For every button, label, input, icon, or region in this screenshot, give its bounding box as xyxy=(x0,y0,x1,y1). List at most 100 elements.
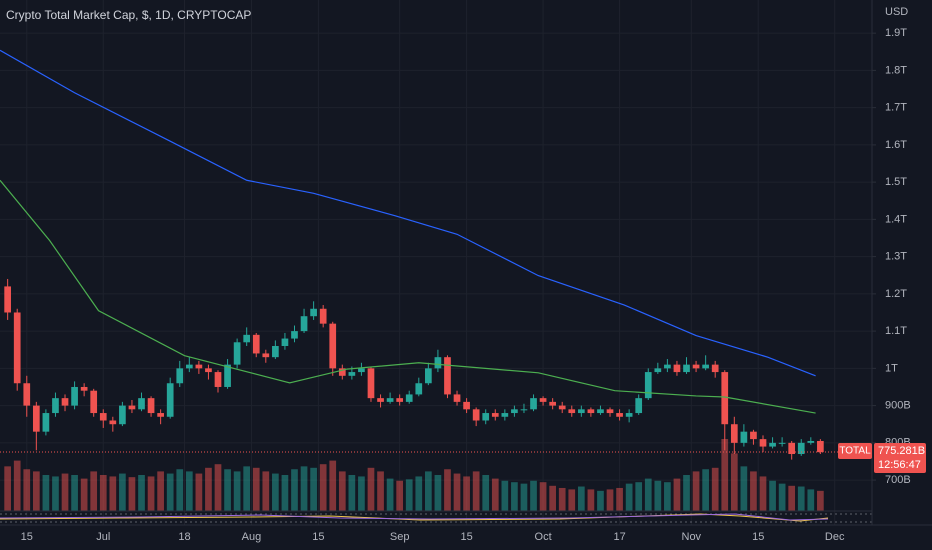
candle-body xyxy=(769,442,776,447)
candle-body xyxy=(530,398,537,410)
volume-bar xyxy=(683,475,690,511)
volume-bar xyxy=(769,480,776,511)
symbol-label: TOTAL xyxy=(839,446,871,457)
candle-body xyxy=(23,383,31,406)
volume-bar xyxy=(396,480,404,511)
plot-area xyxy=(0,49,872,460)
volume-bar xyxy=(482,475,490,511)
candle-body xyxy=(310,308,317,317)
volume-bar xyxy=(281,475,289,511)
candle-body xyxy=(224,364,231,387)
volume-bar xyxy=(71,475,78,511)
candle-body xyxy=(367,368,375,399)
volume-bar xyxy=(491,478,499,511)
candle-body xyxy=(157,413,164,417)
candle-body xyxy=(272,346,279,358)
volume-bar xyxy=(817,490,824,511)
volume-bar xyxy=(319,464,327,511)
volume-bar xyxy=(463,476,470,511)
candle-body xyxy=(405,394,413,402)
candle-body xyxy=(740,431,748,443)
volume-bar xyxy=(166,473,174,511)
volume-bar xyxy=(367,467,375,511)
candle-body xyxy=(147,398,155,414)
volume-bar xyxy=(577,486,585,511)
volume-bar xyxy=(386,478,394,511)
volume-bar xyxy=(195,473,203,511)
volume-bar xyxy=(511,482,518,511)
volume-pane xyxy=(4,439,824,511)
volume-bar xyxy=(147,476,155,511)
volume-bar xyxy=(13,460,21,511)
candle-body xyxy=(817,440,824,453)
candle-body xyxy=(501,413,509,417)
volume-bar xyxy=(778,483,786,511)
volume-bar xyxy=(252,467,260,511)
volume-bar xyxy=(711,467,719,511)
volume-bar xyxy=(176,469,184,511)
candle-body xyxy=(759,439,767,447)
candle-body xyxy=(434,357,442,369)
x-tick-label: Jul xyxy=(96,531,110,543)
y-tick-label: 1.8T xyxy=(885,64,907,76)
indicator-line xyxy=(0,513,829,521)
candle-body xyxy=(711,364,719,373)
volume-bar xyxy=(759,476,767,511)
volume-bar xyxy=(472,471,480,511)
volume-bar xyxy=(530,480,537,511)
y-tick-label: 1.9T xyxy=(885,27,907,39)
y-tick-label: 1.1T xyxy=(885,325,907,337)
volume-bar xyxy=(750,471,757,511)
volume-bar xyxy=(214,464,222,511)
volume-bar xyxy=(740,466,748,511)
candle-body xyxy=(491,413,499,417)
candle-body xyxy=(138,398,145,410)
candle-body xyxy=(185,364,193,369)
volume-bar xyxy=(224,469,231,511)
volume-bar xyxy=(434,475,442,511)
candle-body xyxy=(616,413,623,417)
candle-body xyxy=(673,364,681,373)
volume-bar xyxy=(80,478,88,511)
volume-bar xyxy=(797,486,805,511)
volume-bar xyxy=(32,471,40,511)
volume-bar xyxy=(587,489,595,511)
candle-body xyxy=(61,398,69,406)
chart-title: Crypto Total Market Cap, $, 1D, CRYPTOCA… xyxy=(6,8,251,22)
candle-body xyxy=(80,386,88,391)
volume-bar xyxy=(664,482,671,511)
candle-body xyxy=(568,409,576,414)
moving-average xyxy=(0,179,816,414)
volume-bar xyxy=(348,475,356,511)
candle-body xyxy=(750,431,757,440)
candle-body xyxy=(425,368,432,384)
moving-average xyxy=(0,49,816,377)
x-tick-label: 15 xyxy=(21,531,33,543)
y-tick-label: 1T xyxy=(885,362,898,374)
candle-body xyxy=(577,409,585,414)
volume-bar xyxy=(654,480,662,511)
candle-body xyxy=(558,405,566,410)
candle-body xyxy=(721,372,729,425)
x-tick-label: 15 xyxy=(312,531,324,543)
volume-bar xyxy=(558,487,566,511)
candle-body xyxy=(338,368,346,376)
candle-body xyxy=(606,409,614,414)
candle-body xyxy=(119,405,126,425)
volume-bar xyxy=(23,469,31,511)
y-tick-label: 700B xyxy=(885,474,911,486)
candle-body xyxy=(625,413,633,417)
candle-body xyxy=(539,398,547,402)
candle-body xyxy=(482,413,490,421)
y-tick-label: 900B xyxy=(885,400,911,412)
x-tick-label: 17 xyxy=(613,531,625,543)
candle-body xyxy=(386,398,394,402)
candle-body xyxy=(329,323,337,369)
x-tick-label: Aug xyxy=(242,531,262,543)
volume-bar xyxy=(300,466,308,511)
candle-body xyxy=(644,372,652,399)
volume-bar xyxy=(702,469,709,511)
volume-bar xyxy=(673,478,681,511)
candle-body xyxy=(71,386,78,406)
candle-body xyxy=(587,409,595,414)
